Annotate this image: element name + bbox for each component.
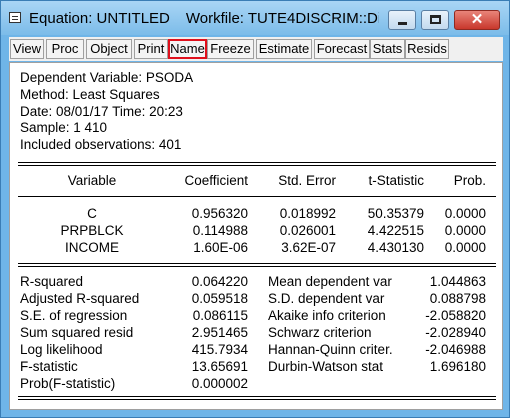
dependent-variable: Dependent Variable: PSODA (20, 70, 194, 85)
sample: Sample: 1 410 (20, 120, 108, 136)
column-header-prob: Prob. (453, 173, 486, 188)
table-rule (18, 165, 496, 166)
stat-label: S.D. dependent var (268, 291, 385, 306)
equation-title: Equation: UNTITLED (29, 10, 170, 27)
variable-name: PRPBLCK (60, 223, 124, 238)
stat-label: Durbin-Watson stat (268, 359, 384, 374)
close-icon: ✕ (470, 11, 484, 28)
variable-name: INCOME (65, 240, 119, 255)
date-time: Date: 08/01/17 Time: 20:23 (20, 103, 183, 119)
stat-value: 0.088798 (429, 291, 486, 306)
print-button[interactable]: Print (134, 39, 168, 59)
stat-label: Hannan-Quinn criter. (268, 342, 393, 357)
stat-value: -2.058820 (425, 308, 486, 323)
view-button[interactable]: View (10, 39, 44, 59)
variable-name: C (87, 206, 97, 221)
object-button[interactable]: Object (86, 39, 132, 59)
maximize-icon (430, 15, 441, 24)
column-header-coefficient: Coefficient (184, 173, 248, 188)
minimize-icon (398, 22, 407, 25)
stat-value: 0.000002 (191, 376, 248, 391)
stat-value: 0.086115 (192, 308, 248, 323)
stat-label: Akaike info criterion (268, 308, 386, 323)
prob-value: 0.0000 (444, 240, 486, 255)
stat-value: 0.064220 (191, 274, 248, 289)
close-button[interactable]: ✕ (454, 10, 500, 30)
proc-button[interactable]: Proc (46, 39, 84, 59)
stat-label: S.E. of regression (20, 308, 128, 323)
stat-label: Sum squared resid (20, 325, 134, 340)
stat-label: F-statistic (20, 359, 78, 374)
name-button[interactable]: Name (168, 39, 207, 59)
freeze-button[interactable]: Freeze (207, 39, 254, 59)
coefficient-value: 1.60E-06 (193, 240, 248, 255)
column-header-variable: Variable (67, 173, 117, 188)
included-observations: Included observations: 401 (20, 137, 182, 153)
resids-button[interactable]: Resids (405, 39, 449, 59)
std-error-value: 0.026001 (279, 223, 336, 238)
output-panel[interactable]: Dependent Variable: PSODA Method: Least … (9, 62, 503, 410)
t-statistic-value: 4.430130 (367, 240, 424, 255)
stat-label: Log likelihood (20, 342, 103, 357)
coefficient-value: 0.114988 (192, 223, 248, 238)
table-rule (18, 196, 496, 197)
stat-value: -2.028940 (425, 325, 486, 340)
std-error-value: 0.018992 (279, 206, 336, 221)
table-rule (18, 396, 496, 397)
stat-value: 2.951465 (191, 325, 248, 340)
stat-label: R-squared (20, 274, 84, 289)
table-rule (18, 266, 496, 267)
t-statistic-value: 50.35379 (367, 206, 424, 221)
coefficient-value: 0.956320 (191, 206, 248, 221)
stat-label: Mean dependent var (268, 274, 392, 289)
prob-value: 0.0000 (444, 206, 486, 221)
prob-value: 0.0000 (444, 223, 486, 238)
toolbar: View Proc Object Print Name Freeze Estim… (9, 37, 503, 61)
title-bar[interactable]: Equation: UNTITLED Workfile: TUTE4DISCRIM… (1, 1, 509, 35)
workfile-title: Workfile: TUTE4DISCRIM::Di... (185, 10, 379, 27)
estimate-button[interactable]: Estimate (256, 39, 312, 59)
maximize-button[interactable] (421, 10, 449, 30)
stat-label: Adjusted R-squared (20, 291, 140, 306)
stats-button[interactable]: Stats (370, 39, 405, 59)
t-statistic-value: 4.422515 (367, 223, 424, 238)
table-rule (18, 162, 496, 163)
forecast-button[interactable]: Forecast (314, 39, 370, 59)
window-menu-icon[interactable] (9, 12, 21, 23)
window-title: Equation: UNTITLED Workfile: TUTE4DISCRIM… (29, 10, 379, 27)
stat-value: 0.059518 (191, 291, 248, 306)
stat-value: -2.046988 (425, 342, 486, 357)
table-rule (18, 263, 496, 264)
stat-value: 13.65691 (191, 359, 248, 374)
stat-value: 415.7934 (191, 342, 248, 357)
column-header-std-error: Std. Error (278, 173, 336, 188)
method: Method: Least Squares (20, 86, 160, 102)
stat-value: 1.696180 (429, 359, 486, 374)
stat-label: Prob(F-statistic) (20, 376, 116, 391)
minimize-button[interactable] (388, 10, 416, 30)
table-rule (18, 399, 496, 400)
stat-value: 1.044863 (429, 274, 486, 289)
estimation-header: Dependent Variable: PSODA Method: Least … (20, 70, 193, 154)
std-error-value: 3.62E-07 (281, 240, 336, 255)
column-header-t-statistic: t-Statistic (368, 173, 424, 188)
stat-label: Schwarz criterion (268, 325, 372, 340)
